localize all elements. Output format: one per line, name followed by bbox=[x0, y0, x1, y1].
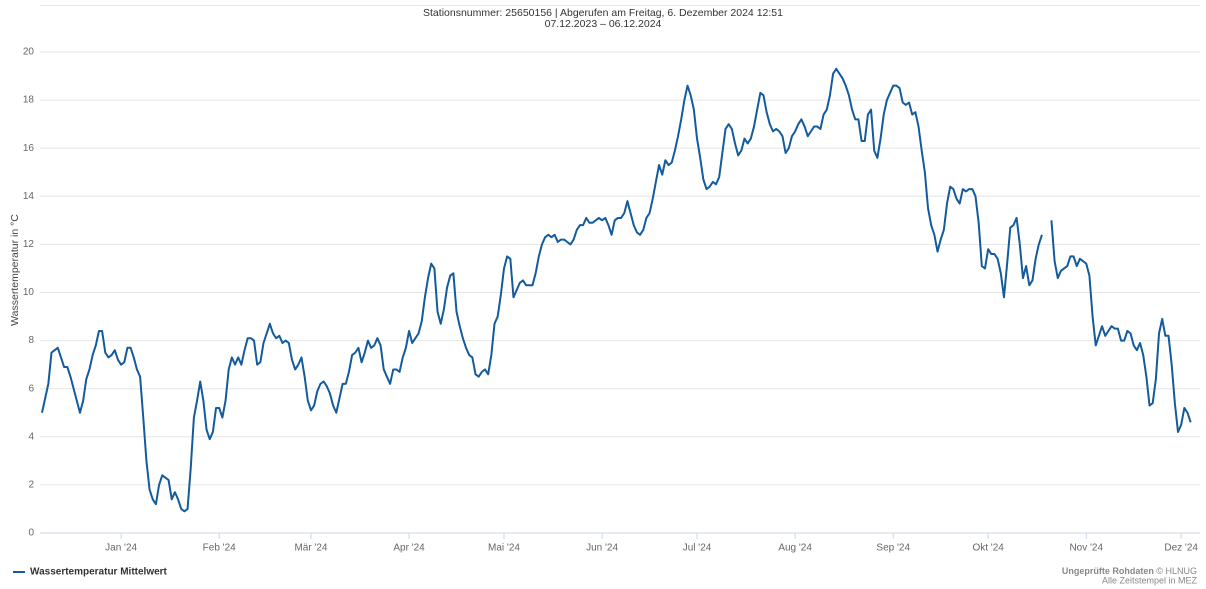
y-tick-label: 20 bbox=[23, 47, 35, 58]
credits-text: © HLNUG bbox=[1156, 566, 1197, 576]
y-tick-label: 10 bbox=[23, 287, 35, 298]
y-tick-label: 6 bbox=[28, 383, 34, 394]
y-tick-label: 14 bbox=[23, 191, 35, 202]
credits-note: Alle Zeitstempel in MEZ bbox=[1102, 575, 1198, 585]
x-tick-label: Jan '24 bbox=[105, 543, 137, 554]
credits-emphasis: Ungeprüfte Rohdaten bbox=[1062, 566, 1154, 576]
x-tick-label: Apr '24 bbox=[393, 543, 425, 554]
x-tick-label: Mär '24 bbox=[294, 543, 327, 554]
y-tick-label: 12 bbox=[23, 239, 35, 250]
y-tick-label: 4 bbox=[28, 431, 34, 442]
x-tick-label: Nov '24 bbox=[1069, 543, 1103, 554]
y-tick-label: 0 bbox=[28, 528, 34, 539]
y-tick-label: 8 bbox=[28, 335, 34, 346]
x-tick-label: Dez '24 bbox=[1164, 543, 1198, 554]
chart-subtitle: 07.12.2023 – 06.12.2024 bbox=[545, 18, 662, 30]
legend-label: Wassertemperatur Mittelwert bbox=[30, 567, 168, 578]
y-tick-label: 2 bbox=[28, 480, 34, 491]
chart-title: Stationsnummer: 25650156 | Abgerufen am … bbox=[423, 7, 783, 19]
credits: Ungeprüfte Rohdaten © HLNUG bbox=[1062, 566, 1197, 576]
x-tick-label: Okt '24 bbox=[972, 543, 1004, 554]
y-tick-label: 16 bbox=[23, 143, 35, 154]
y-tick-label: 18 bbox=[23, 95, 35, 106]
x-tick-label: Jul '24 bbox=[683, 543, 712, 554]
y-axis-label: Wassertemperatur in °C bbox=[9, 214, 21, 326]
x-tick-label: Feb '24 bbox=[203, 543, 236, 554]
x-tick-label: Jun '24 bbox=[586, 543, 618, 554]
x-tick-label: Aug '24 bbox=[778, 543, 812, 554]
line bbox=[41, 67, 1192, 513]
x-tick-label: Mai '24 bbox=[488, 543, 520, 554]
x-tick-label: Sep '24 bbox=[876, 543, 910, 554]
